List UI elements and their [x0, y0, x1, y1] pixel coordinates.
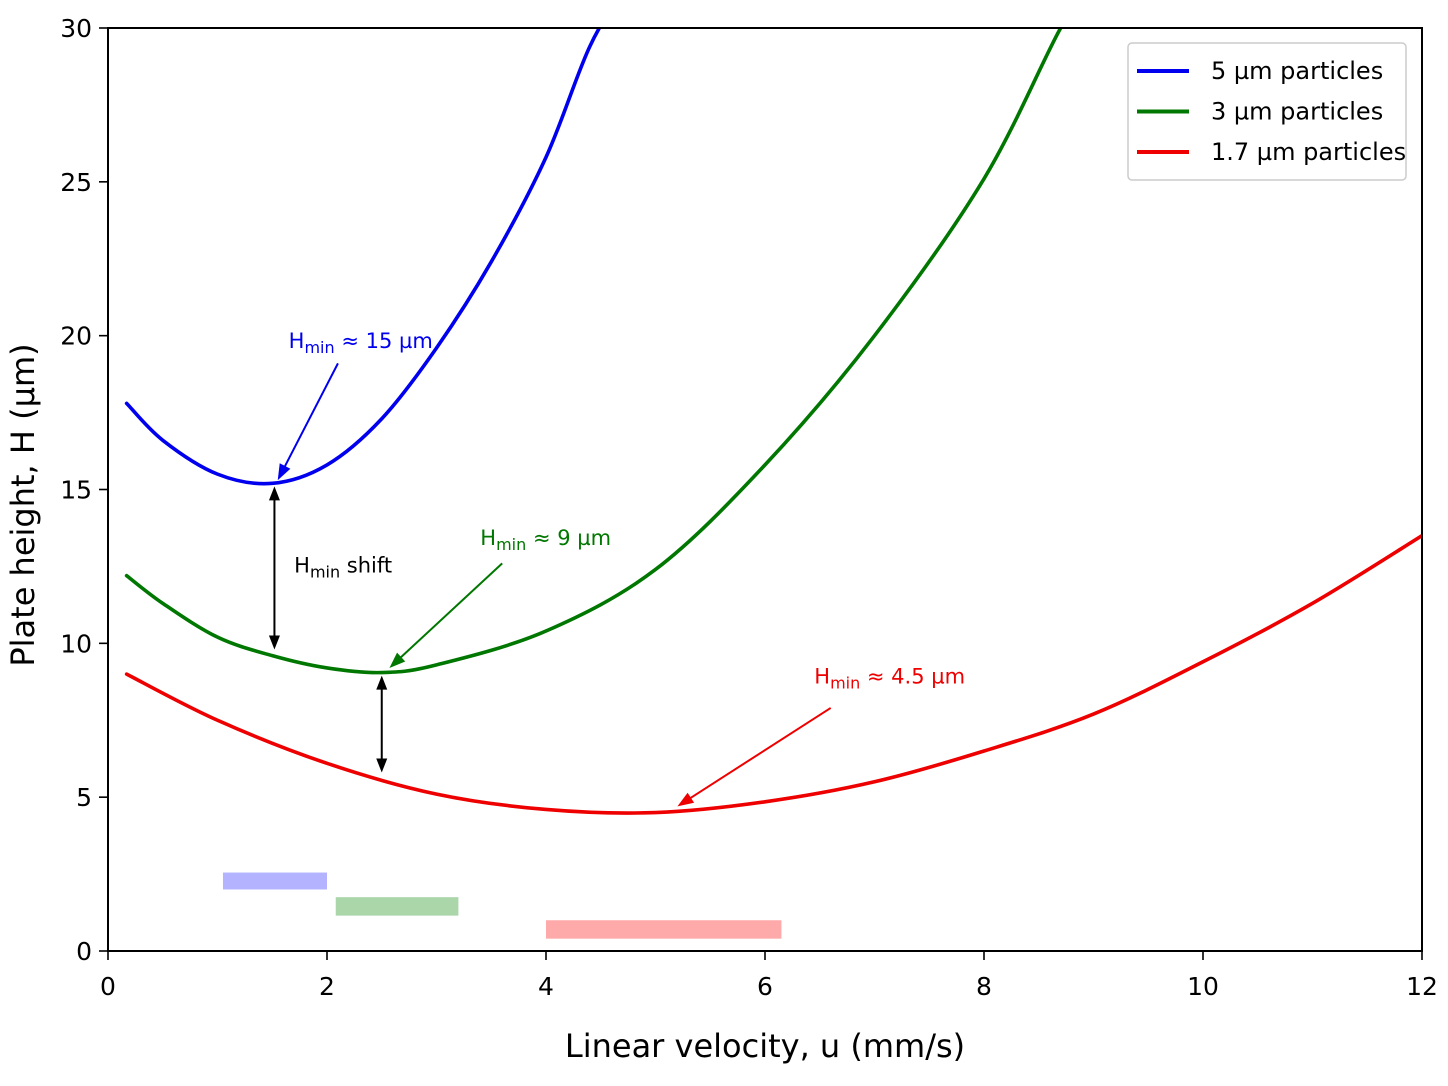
annotation-arrowhead-2: [389, 652, 406, 668]
legend-label-3: 1.7 µm particles: [1211, 138, 1406, 166]
annotation-arrowhead-1: [277, 463, 291, 481]
x-tick-label: 10: [1187, 972, 1219, 1001]
y-tick-label: 30: [60, 14, 92, 43]
y-tick-label: 15: [60, 476, 92, 505]
x-tick-label: 8: [976, 972, 992, 1001]
x-tick-label: 2: [319, 972, 335, 1001]
x-axis-title: Linear velocity, u (mm/s): [565, 1027, 965, 1065]
annotation-arrow-2: [397, 562, 503, 661]
shift-arrowhead-bottom-1: [268, 635, 280, 650]
optimal-range-bar-2: [335, 897, 459, 916]
annotation-arrow-3: [686, 707, 832, 801]
x-tick-label: 4: [538, 972, 554, 1001]
series-line-3: [124, 533, 1422, 815]
y-tick-label: 0: [76, 937, 92, 966]
legend-label-2: 3 µm particles: [1211, 98, 1383, 126]
y-axis-title: Plate height, H (µm): [4, 343, 42, 666]
annotation-label-4: Hmin shift: [294, 554, 392, 582]
legend-label-1: 5 µm particles: [1211, 57, 1383, 85]
annotation-label-3: Hmin ≈ 4.5 µm: [814, 664, 965, 692]
annotation-arrow-1: [282, 362, 339, 471]
y-tick-label: 25: [60, 168, 92, 197]
series-line-1: [124, 28, 602, 486]
annotation-arrowhead-3: [677, 792, 695, 807]
y-tick-label: 10: [60, 629, 92, 658]
shift-arrowhead-top-2: [376, 675, 388, 690]
y-tick-label: 20: [60, 322, 92, 351]
x-tick-label: 6: [757, 972, 773, 1001]
annotation-label-2: Hmin ≈ 9 µm: [480, 526, 611, 554]
x-axis-ticks: 0 2 4 6 8 10 12: [100, 951, 1438, 1001]
shift-arrowhead-bottom-2: [376, 758, 388, 773]
y-tick-label: 5: [76, 783, 92, 812]
optimal-range-bar-1: [222, 872, 327, 890]
x-tick-label: 12: [1406, 972, 1438, 1001]
y-axis-ticks: 0 5 10 15 20 25 30: [60, 14, 108, 966]
shift-arrowhead-top-1: [268, 486, 280, 501]
series-line-2: [124, 28, 1063, 675]
optimal-range-bars: [222, 872, 782, 939]
x-tick-label: 0: [100, 972, 116, 1001]
series-lines: [124, 28, 1422, 815]
legend: 5 µm particles 3 µm particles 1.7 µm parti…: [1127, 42, 1407, 181]
annotation-label-1: Hmin ≈ 15 µm: [289, 329, 433, 357]
annotations: Hmin ≈ 15 µm Hmin ≈ 9 µm Hmin ≈ 4.5 µm Hmin…: [268, 329, 965, 807]
legend-frame: [1127, 42, 1407, 181]
optimal-range-bar-3: [546, 920, 782, 939]
